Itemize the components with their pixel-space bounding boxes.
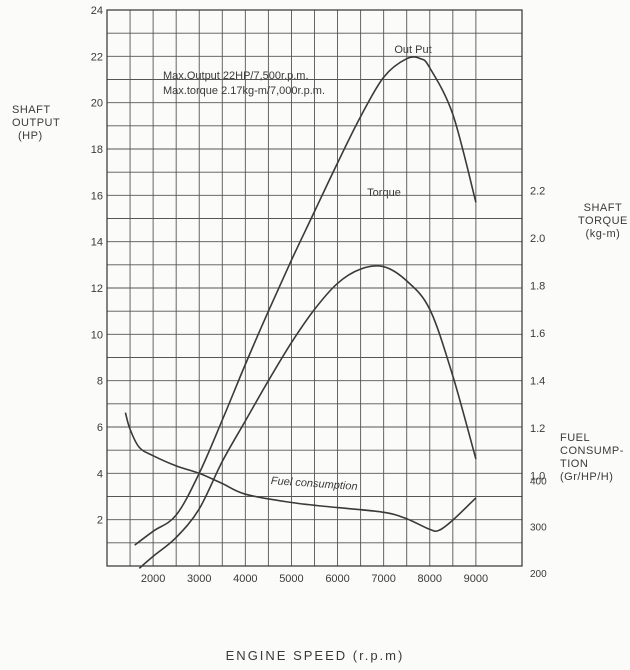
torque-tick-label: 2.2 xyxy=(530,186,545,198)
torque-axis-title: SHAFT TORQUE (kg-m) xyxy=(578,202,628,241)
x-tick-label: 6000 xyxy=(325,573,349,585)
x-tick-label: 9000 xyxy=(464,573,488,585)
torque-tick-label: 1.2 xyxy=(530,423,545,435)
annotation-line: Max.Output 22HP/7,500r.p.m. xyxy=(163,70,309,82)
series-line-out-put xyxy=(134,56,477,546)
torque-axis-title-line: (kg-m) xyxy=(585,228,621,240)
y-tick-label: 22 xyxy=(91,51,103,63)
plot-frame xyxy=(106,9,523,567)
x-tick-label: 4000 xyxy=(233,573,257,585)
x-tick-label: 3000 xyxy=(187,573,211,585)
y-tick-label: 14 xyxy=(91,237,103,249)
left-axis-title-line: (HP) xyxy=(18,130,43,142)
y-tick-label: 20 xyxy=(91,98,103,110)
fuel-axis-title: FUEL CONSUMP- TION (Gr/HP/H) xyxy=(560,432,624,484)
x-tick-label: 2000 xyxy=(141,573,165,585)
fuel-axis-title-line: TION xyxy=(560,458,589,470)
x-axis-title: ENGINE SPEED (r.p.m) xyxy=(225,648,405,663)
torque-axis-title-line: SHAFT xyxy=(583,202,623,214)
left-axis-title-line: SHAFT xyxy=(12,104,51,116)
torque-axis-title-line: TORQUE xyxy=(578,215,628,227)
fuel-axis-title-line: (Gr/HP/H) xyxy=(560,471,614,483)
torque-tick-label: 2.0 xyxy=(530,233,545,245)
fuel-axis-title-line: FUEL xyxy=(560,432,591,444)
torque-tick-label: 1.4 xyxy=(530,376,545,388)
left-axis-title: SHAFT OUTPUT (HP) xyxy=(12,104,60,143)
y-tick-label: 24 xyxy=(91,5,103,17)
y-tick-label: 2 xyxy=(97,515,103,527)
left-axis-title-line: OUTPUT xyxy=(12,117,61,129)
y-tick-label: 12 xyxy=(91,283,103,295)
x-tick-label: 7000 xyxy=(371,573,395,585)
x-tick-label: 5000 xyxy=(279,573,303,585)
series-label-output: Out Put xyxy=(394,44,431,56)
x-tick-label: 8000 xyxy=(418,573,442,585)
series-line-fuel-consumption xyxy=(124,412,477,533)
y-tick-label: 8 xyxy=(97,376,103,388)
y-tick-label: 10 xyxy=(91,329,103,341)
fuel-axis-title-line: CONSUMP- xyxy=(560,445,624,457)
fuel-tick-label: 400 xyxy=(530,476,547,487)
fuel-tick-label: 200 xyxy=(530,569,547,580)
torque-tick-label: 1.8 xyxy=(530,281,545,293)
torque-tick-label: 1.0 xyxy=(530,471,545,483)
y-tick-label: 18 xyxy=(91,144,103,156)
y-tick-label: 6 xyxy=(97,422,103,434)
series-label-torque: Torque xyxy=(367,187,401,199)
y-tick-label: 16 xyxy=(91,190,103,202)
fuel-tick-label: 300 xyxy=(530,523,547,534)
torque-tick-label: 1.6 xyxy=(530,328,545,340)
series-line-torque xyxy=(138,265,477,569)
annotation-line: Max.torque 2.17kg-m/7,000r.p.m. xyxy=(163,85,325,97)
y-tick-label: 4 xyxy=(97,468,103,480)
